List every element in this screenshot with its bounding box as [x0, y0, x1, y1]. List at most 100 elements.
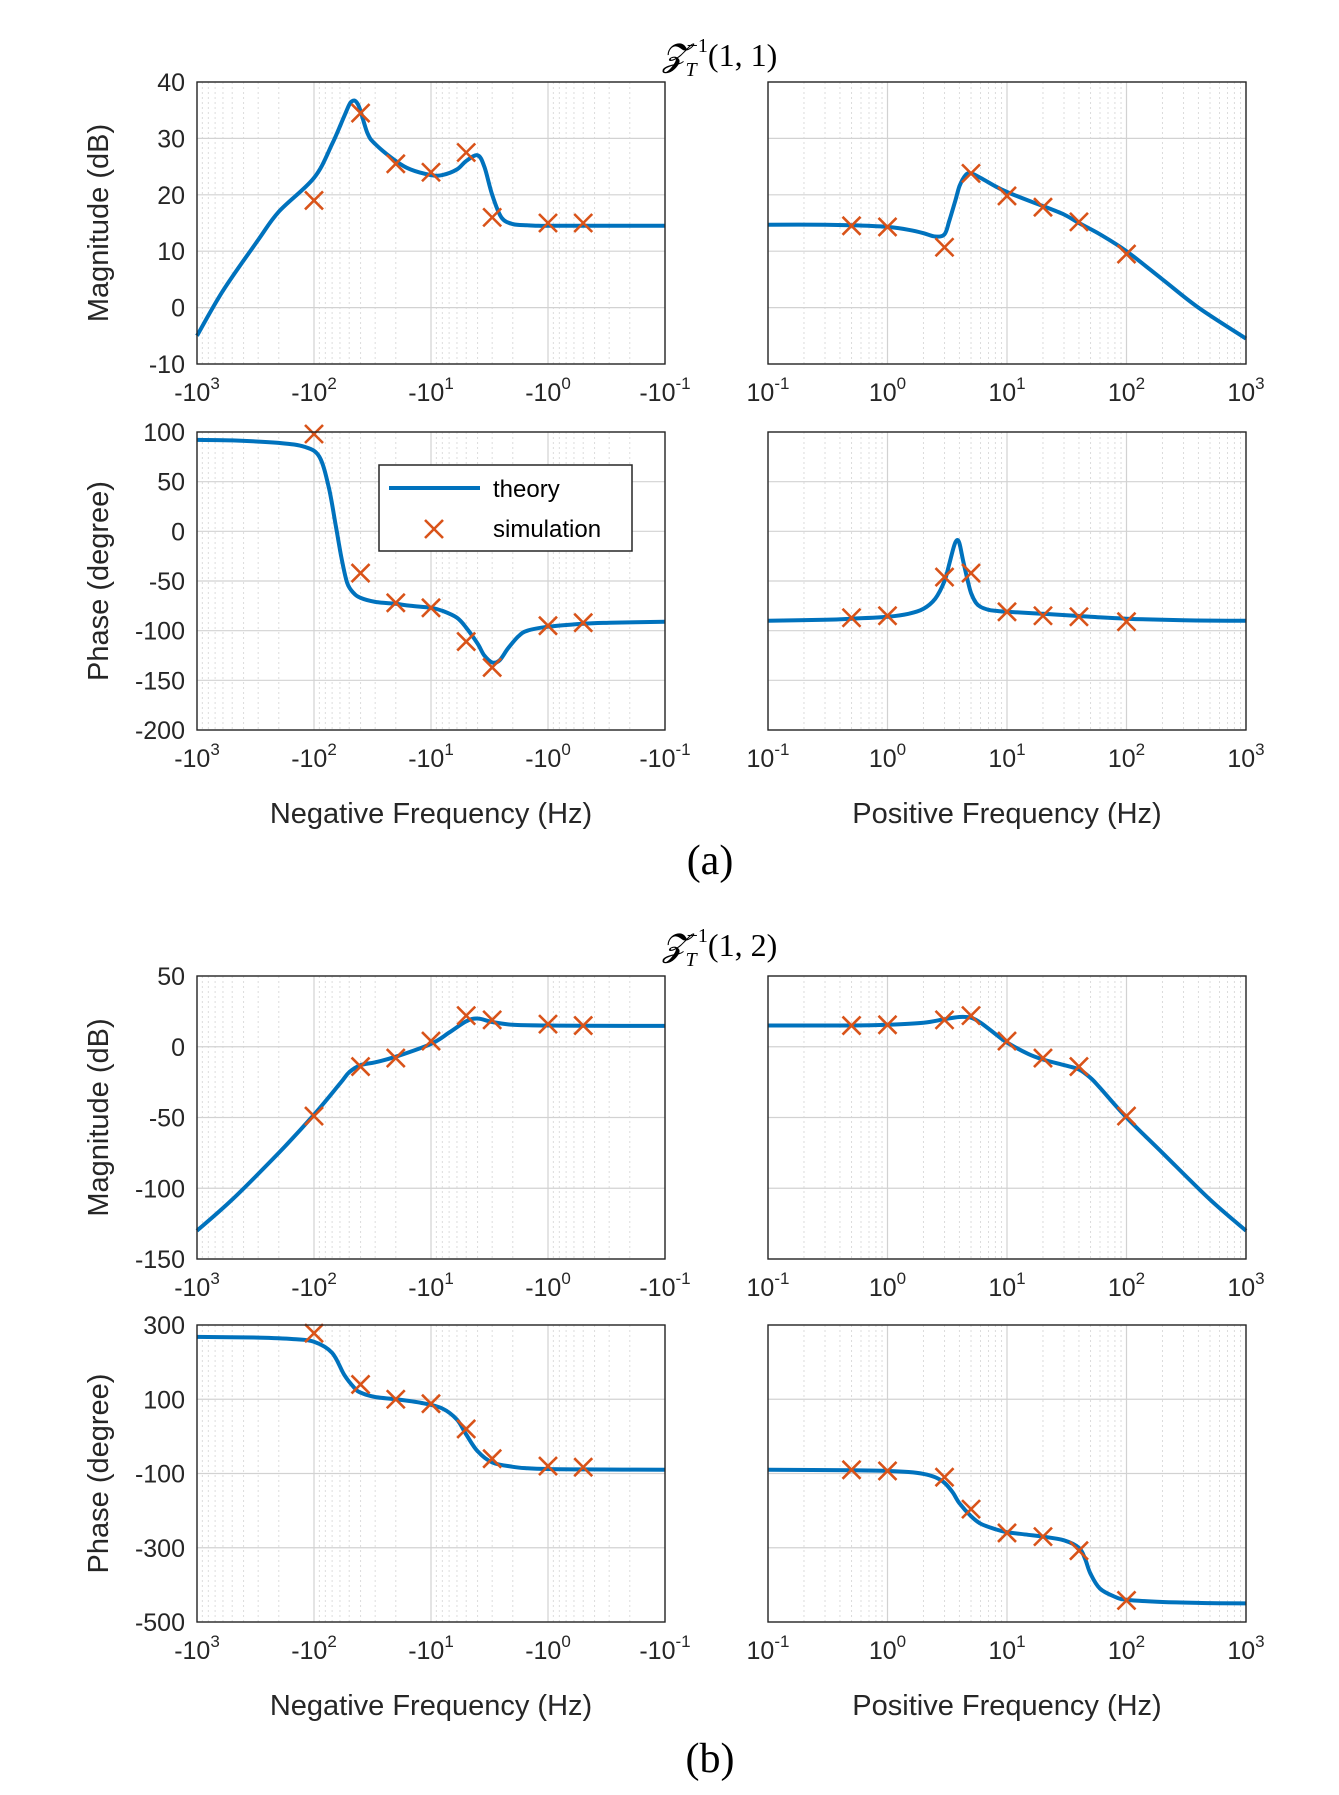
y-tick-label: -500 — [135, 1609, 185, 1637]
simulation-marker — [304, 1323, 324, 1344]
simulation-marker — [997, 186, 1017, 206]
axes-frame-b-ph-neg — [196, 1324, 666, 1623]
x-axis-label: Positive Frequency (Hz) — [852, 1690, 1161, 1722]
simulation-marker — [961, 1005, 981, 1026]
simulation-marker — [877, 217, 898, 237]
simulation-marker — [1069, 211, 1089, 232]
axes-frame-b-mag-pos — [767, 975, 1247, 1260]
y-tick-label: 50 — [157, 469, 185, 497]
x-tick-label: -102 — [291, 1632, 337, 1665]
x-tick-label: 100 — [869, 374, 906, 407]
simulation-marker — [1033, 1048, 1053, 1068]
y-tick-label: -200 — [135, 717, 185, 745]
simulation-marker — [961, 1499, 981, 1520]
x-tick-label: 10-1 — [747, 740, 790, 773]
x-tick-label: 10-1 — [747, 1269, 790, 1302]
y-tick-label: -100 — [135, 1461, 185, 1489]
x-tick-label: -102 — [291, 374, 337, 407]
theory-curve-b-ph-neg — [196, 1334, 666, 1472]
x-tick-label: -102 — [291, 1269, 337, 1302]
x-tick-label: 10-1 — [747, 1632, 790, 1665]
x-tick-label: 101 — [988, 740, 1025, 773]
simulation-marker — [934, 567, 955, 587]
theory-curve-a-mag-neg — [195, 98, 665, 337]
legend-box — [378, 464, 633, 552]
simulation-marker — [1033, 1526, 1053, 1547]
simulation-marker — [421, 597, 441, 618]
simulation-marker — [538, 1014, 558, 1035]
simulation-marker — [1069, 606, 1089, 627]
x-tick-label: -103 — [174, 1269, 220, 1302]
x-tick-label: -10-1 — [639, 1269, 690, 1302]
y-tick-label: 40 — [157, 69, 185, 97]
x-tick-label: -103 — [174, 740, 220, 773]
simulation-marker — [877, 1460, 898, 1481]
x-tick-label: 103 — [1227, 1632, 1264, 1665]
simulation-marker — [934, 237, 955, 258]
simulation-marker — [538, 615, 558, 636]
x-tick-label: -101 — [408, 1269, 454, 1302]
theory-curve-a-ph-pos — [767, 538, 1247, 623]
x-tick-label: 103 — [1227, 740, 1264, 773]
simulation-marker — [456, 142, 477, 163]
x-tick-label: -100 — [525, 740, 571, 773]
x-tick-label: -103 — [174, 1632, 220, 1665]
x-axis-label: Negative Frequency (Hz) — [270, 1690, 592, 1722]
simulation-marker — [350, 1374, 371, 1395]
simulation-marker — [877, 605, 898, 626]
axes-frame-a-mag-pos — [767, 81, 1247, 365]
simulation-marker — [385, 592, 406, 613]
simulation-marker — [304, 1106, 324, 1127]
y-tick-label: 300 — [143, 1312, 185, 1340]
simulation-marker — [1116, 244, 1137, 264]
y-tick-label: 50 — [157, 963, 185, 991]
y-tick-label: -300 — [135, 1535, 185, 1563]
simulation-marker — [997, 601, 1017, 622]
x-tick-label: 102 — [1108, 1269, 1145, 1302]
simulation-marker — [573, 612, 594, 633]
y-tick-label: 0 — [171, 295, 185, 323]
simulation-marker — [538, 1456, 558, 1476]
y-axis-label: Phase (degree) — [83, 1374, 115, 1574]
simulation-marker — [385, 153, 406, 174]
axes-frame-layer — [196, 81, 1247, 1623]
caption-a: (a) — [687, 838, 734, 884]
y-tick-label: 0 — [171, 1034, 185, 1062]
legend: theory simulation — [378, 464, 633, 552]
y-tick-label: -100 — [135, 618, 185, 646]
simulation-marker — [350, 563, 371, 583]
y-tick-label: -10 — [149, 351, 185, 379]
y-tick-label: 10 — [157, 238, 185, 266]
simulation-markers-layer — [304, 103, 1137, 1611]
simulation-marker — [573, 213, 594, 233]
axes-frame-b-mag-neg — [196, 975, 666, 1260]
x-tick-label: -101 — [408, 374, 454, 407]
x-tick-label: -100 — [525, 1632, 571, 1665]
simulation-marker — [934, 1009, 955, 1030]
simulation-marker — [1116, 611, 1137, 632]
simulation-marker — [997, 1031, 1017, 1052]
x-tick-label: 102 — [1108, 1632, 1145, 1665]
y-tick-label: 30 — [157, 125, 185, 153]
simulation-marker — [350, 103, 371, 123]
legend-theory-label: theory — [493, 476, 560, 503]
simulation-marker — [841, 1015, 862, 1036]
x-tick-label: -100 — [525, 1269, 571, 1302]
y-tick-label: -150 — [135, 667, 185, 695]
x-tick-label: -103 — [174, 374, 220, 407]
simulation-marker — [961, 163, 981, 184]
x-axis-label: Negative Frequency (Hz) — [270, 798, 592, 830]
simulation-marker — [350, 1056, 371, 1077]
simulation-marker — [456, 1005, 477, 1026]
simulation-marker — [934, 1467, 955, 1488]
simulation-marker — [573, 1015, 594, 1036]
x-tick-label: -100 — [525, 374, 571, 407]
simulation-marker — [841, 1459, 862, 1480]
simulation-marker — [1069, 1056, 1089, 1077]
simulation-marker — [573, 1457, 594, 1478]
y-tick-label: 0 — [171, 518, 185, 546]
simulation-marker — [997, 1522, 1017, 1543]
axes-frame-a-mag-neg — [196, 81, 666, 365]
